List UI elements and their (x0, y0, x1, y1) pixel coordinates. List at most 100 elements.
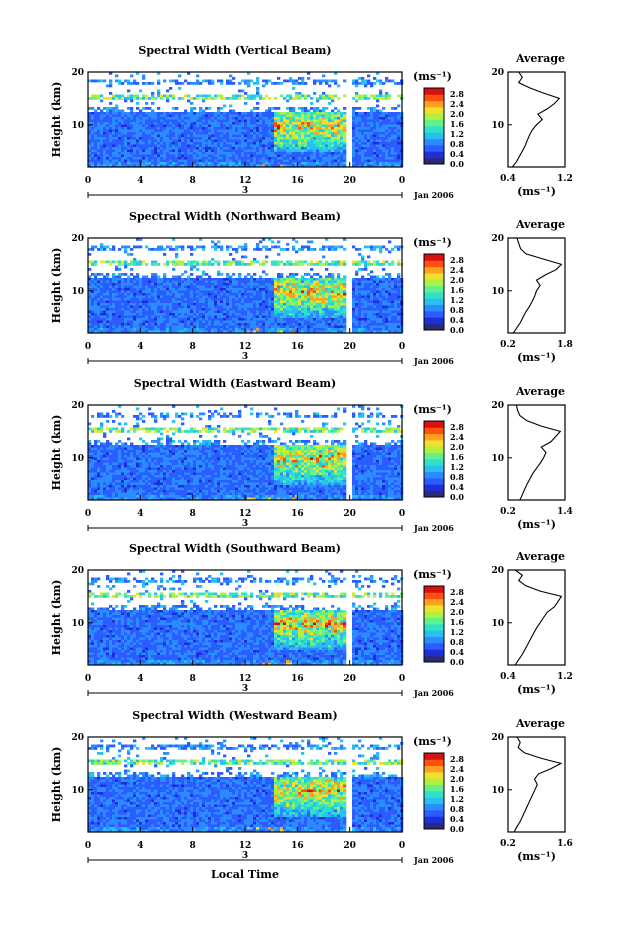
heatmap-cell (325, 288, 329, 291)
heatmap-cell (199, 325, 203, 329)
heatmap-cell (286, 298, 290, 301)
heatmap-cell (163, 318, 167, 321)
heatmap-cell (373, 129, 377, 133)
heatmap-cell (313, 295, 317, 299)
heatmap-cell (220, 280, 224, 284)
heatmap-cell (370, 107, 374, 110)
heatmap-cell (205, 330, 209, 334)
heatmap-cell (376, 157, 380, 160)
heatmap-cell (388, 154, 392, 158)
heatmap-cell (268, 325, 272, 329)
heatmap-cell (280, 149, 284, 153)
heatmap-cell (205, 162, 209, 165)
heatmap-cell (274, 298, 278, 301)
heatmap-cell (385, 97, 389, 100)
heatmap-cell (247, 313, 251, 316)
heatmap-cell (88, 328, 92, 331)
heatmap-cell (91, 293, 95, 296)
heatmap-cell (166, 159, 170, 163)
heatmap-cell (268, 293, 272, 296)
heatmap-cell (340, 154, 344, 158)
heatmap-cell (241, 315, 245, 319)
heatmap-cell (307, 152, 311, 155)
heatmap-cell (124, 310, 128, 314)
heatmap-cell (169, 308, 173, 311)
heatmap-cell (331, 97, 335, 100)
heatmap-cell (202, 152, 206, 155)
heatmap-cell (289, 159, 293, 163)
heatmap-cell (319, 162, 323, 165)
heatmap-cell (304, 112, 308, 115)
heatmap-cell (277, 137, 281, 140)
heatmap-cell (226, 308, 230, 311)
heatmap-cell (172, 280, 176, 284)
heatmap-cell (313, 325, 317, 329)
heatmap-cell (130, 147, 134, 150)
heatmap-cell (160, 280, 164, 284)
heatmap-cell (307, 154, 311, 158)
heatmap-cell (223, 318, 227, 321)
heatmap-cell (163, 152, 167, 155)
heatmap-cell (214, 315, 218, 319)
heatmap-cell (121, 132, 125, 135)
heatmap-cell (154, 290, 158, 294)
heatmap-cell (325, 320, 329, 324)
heatmap-cell (334, 79, 338, 83)
heatmap-cell (304, 144, 308, 148)
heatmap-cell (370, 142, 374, 145)
heatmap-cell (304, 119, 308, 123)
heatmap-cell (358, 112, 362, 115)
heatmap-cell (331, 273, 335, 276)
heatmap-cell (277, 149, 281, 153)
heatmap-cell (292, 134, 296, 138)
heatmap-cell (316, 290, 320, 294)
heatmap-cell (244, 127, 248, 130)
heatmap-cell (226, 295, 230, 299)
heatmap-cell (211, 278, 215, 281)
heatmap-cell (109, 323, 113, 326)
heatmap-cell (292, 283, 296, 286)
heatmap-cell (211, 315, 215, 319)
heatmap-cell (340, 132, 344, 135)
heatmap-cell (265, 273, 269, 276)
heatmap-cell (388, 79, 392, 83)
heatmap-cell (301, 293, 305, 296)
heatmap-cell (181, 330, 185, 334)
heatmap-cell (136, 147, 140, 150)
heatmap-cell (235, 117, 239, 120)
heatmap-cell (145, 318, 149, 321)
heatmap-cell (208, 114, 212, 118)
heatmap-cell (322, 305, 326, 309)
heatmap-cell (301, 278, 305, 281)
heatmap-cell (91, 245, 95, 249)
heatmap-cell (256, 243, 260, 246)
heatmap-cell (160, 112, 164, 115)
heatmap-cell (352, 79, 356, 83)
heatmap-cell (328, 293, 332, 296)
heatmap-cell (130, 142, 134, 145)
heatmap-cell (250, 323, 254, 326)
heatmap-cell (295, 278, 299, 281)
heatmap-cell (130, 94, 134, 98)
heatmap-cell (232, 313, 236, 316)
heatmap-cell (205, 260, 209, 264)
heatmap-cell (367, 162, 371, 165)
heatmap-cell (397, 164, 401, 168)
heatmap-cell (184, 117, 188, 120)
heatmap-cell (322, 308, 326, 311)
heatmap-cell (295, 164, 299, 168)
heatmap-cell (112, 162, 116, 165)
heatmap-cell (202, 164, 206, 168)
heatmap-cell (100, 94, 104, 98)
heatmap-cell (364, 112, 368, 115)
heatmap-cell (184, 305, 188, 309)
heatmap-cell (286, 132, 290, 135)
heatmap-cell (238, 154, 242, 158)
heatmap-cell (163, 122, 167, 125)
heatmap-cell (247, 293, 251, 296)
heatmap-cell (337, 159, 341, 163)
heatmap-cell (358, 94, 362, 98)
heatmap-cell (301, 134, 305, 138)
heatmap-cell (337, 273, 341, 276)
heatmap-cell (133, 127, 137, 130)
